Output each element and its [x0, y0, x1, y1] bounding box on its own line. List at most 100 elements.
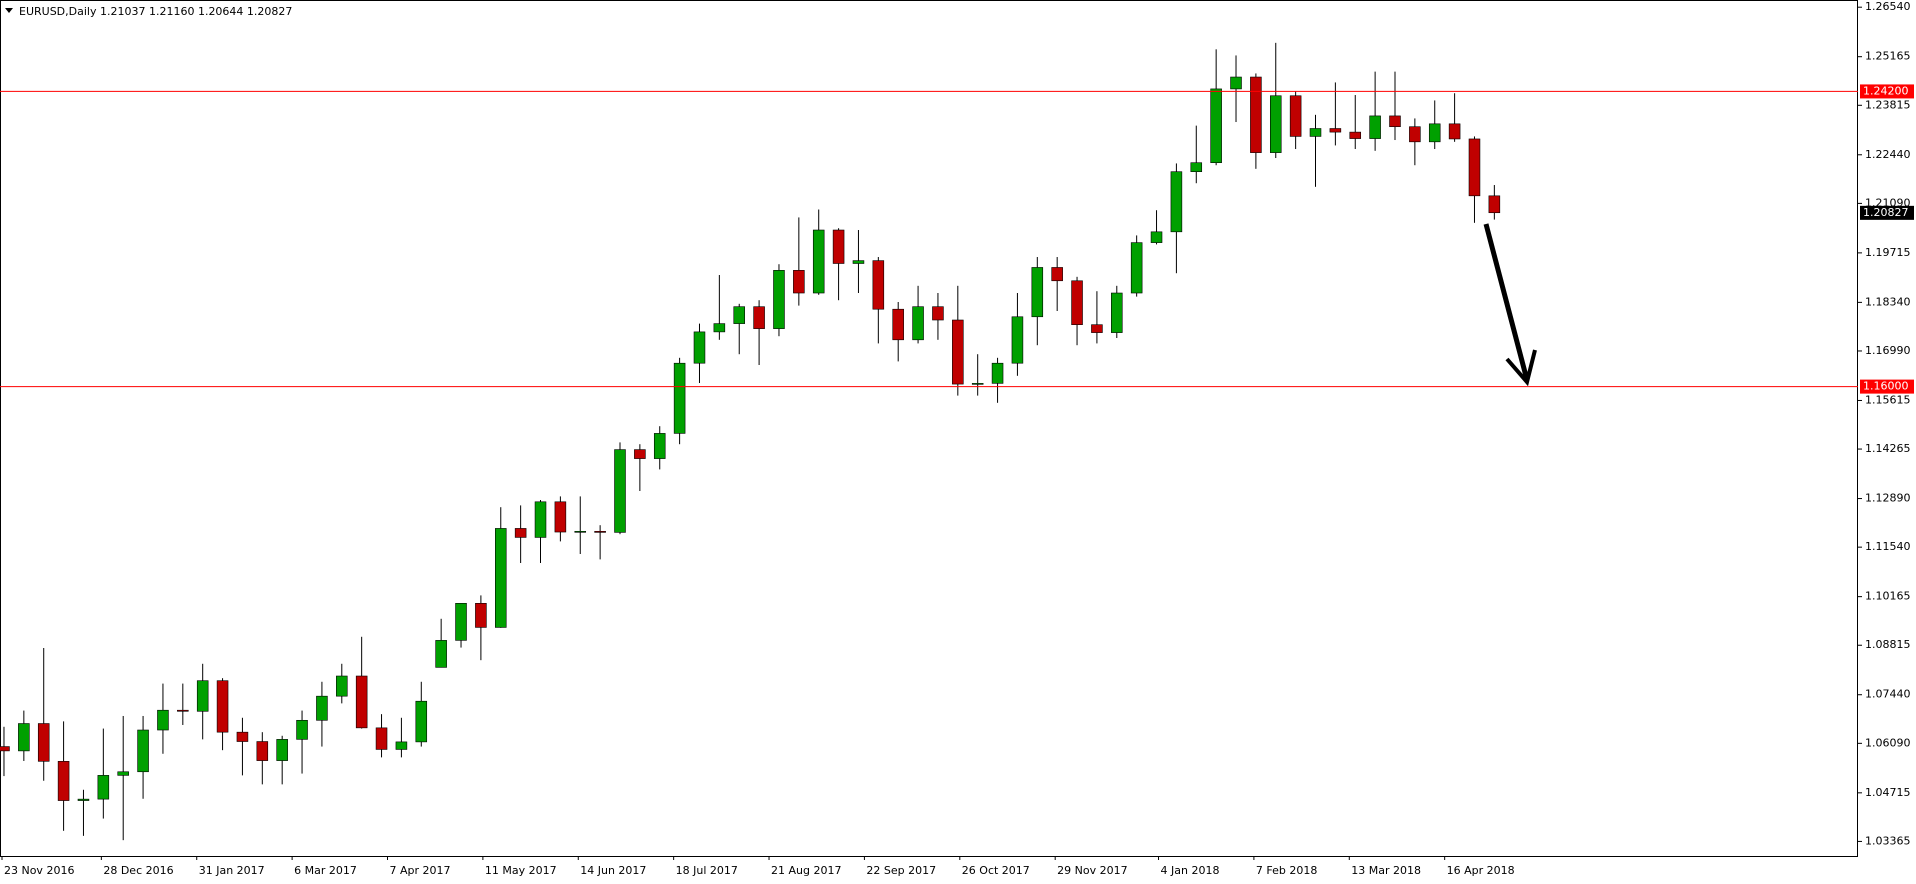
x-tick-label: 6 Mar 2017 [294, 864, 357, 877]
candle-body [1230, 76, 1242, 90]
candle-body [614, 449, 626, 533]
annotation-arrow [1483, 223, 1537, 387]
last-price-box [1860, 205, 1914, 220]
x-tick-label: 22 Sep 2017 [866, 864, 936, 877]
candle-body [415, 700, 428, 743]
y-tick-label: 1.18340 [1865, 295, 1911, 308]
candle-body [653, 433, 666, 459]
candle-body [435, 640, 447, 668]
y-tick-label: 1.22440 [1865, 148, 1911, 161]
candle-body [793, 270, 805, 294]
y-tick-label: 1.23815 [1865, 98, 1911, 111]
candle-body [1468, 138, 1481, 197]
last-price-label: 1.20827 [1863, 206, 1909, 219]
candle-body [77, 798, 90, 801]
candle-body [971, 383, 984, 385]
level-label: 1.16000 [1863, 380, 1909, 393]
candle-body [1190, 162, 1203, 173]
candle-body [18, 723, 30, 752]
candle-body [37, 723, 50, 762]
plot-frame [0, 0, 1858, 857]
candle-body [673, 362, 686, 434]
candle-body [753, 306, 765, 329]
candle-body [296, 719, 308, 740]
x-tick-label: 7 Apr 2017 [389, 864, 450, 877]
y-tick-label: 1.16990 [1865, 344, 1911, 357]
y-tick-label: 1.15615 [1865, 393, 1911, 406]
candle-body [1409, 126, 1421, 143]
arrow-head [1505, 349, 1537, 387]
arrow-shaft [1483, 223, 1530, 381]
candle-body [693, 331, 706, 364]
x-tick-label: 11 May 2017 [485, 864, 557, 877]
y-tick-label: 1.25165 [1865, 50, 1911, 63]
candle-body [117, 771, 129, 776]
candle-body [1091, 324, 1103, 333]
y-tick-label: 1.10165 [1865, 590, 1911, 603]
candle-body [1210, 88, 1222, 164]
candle-body [455, 603, 467, 641]
candle-body [932, 306, 944, 321]
candle-body [256, 741, 269, 761]
y-tick-label: 1.19715 [1865, 246, 1911, 259]
candle-body [1369, 115, 1381, 139]
candle-body [733, 306, 745, 324]
candle-body [892, 308, 904, 341]
candle-body [177, 709, 189, 712]
candle-body [1130, 242, 1143, 294]
candle-body [1488, 195, 1501, 214]
level-label-box [1860, 379, 1914, 394]
candle-body [336, 675, 348, 697]
candle-body [216, 680, 229, 733]
x-tick-label: 26 Oct 2017 [962, 864, 1030, 877]
candle-body [1150, 231, 1163, 243]
y-tick-label: 1.07440 [1865, 688, 1911, 701]
x-tick-label: 21 Aug 2017 [771, 864, 841, 877]
candle-body [1170, 171, 1183, 233]
x-tick-label: 23 Nov 2016 [4, 864, 74, 877]
candle-body [395, 741, 408, 750]
candle-body [276, 739, 288, 761]
candle-body [157, 709, 169, 731]
x-tick-label: 31 Jan 2017 [199, 864, 265, 877]
y-tick-label: 1.08815 [1865, 638, 1911, 651]
candle-body [574, 531, 587, 533]
candle-body [0, 746, 10, 752]
y-tick-label: 1.26540 [1865, 0, 1911, 13]
candle-body [852, 260, 865, 264]
level-label-box [1860, 84, 1914, 99]
candle-body [316, 695, 328, 721]
candle-body [475, 603, 487, 628]
candle-body [137, 729, 149, 773]
candle-body [991, 362, 1004, 384]
candle-body [812, 229, 825, 294]
menu-arrow[interactable] [5, 8, 13, 13]
y-tick-label: 1.12890 [1865, 492, 1911, 505]
y-tick-label: 1.04715 [1865, 786, 1911, 799]
y-tick-label: 1.06090 [1865, 736, 1911, 749]
x-tick-label: 4 Jan 2018 [1161, 864, 1220, 877]
x-tick-label: 14 Jun 2017 [580, 864, 646, 877]
candle-body [1269, 95, 1282, 153]
candle-body [1011, 316, 1024, 364]
candle-body [1428, 123, 1441, 143]
y-tick-label: 1.03365 [1865, 834, 1911, 847]
chart-title: EURUSD,Daily 1.21037 1.21160 1.20644 1.2… [19, 5, 292, 18]
candle-body [196, 680, 209, 712]
candle-body [97, 775, 110, 800]
x-tick-label: 16 Apr 2018 [1447, 864, 1515, 877]
candle-body [355, 675, 368, 729]
candle-body [912, 306, 924, 341]
candle-body [773, 270, 785, 329]
candle-body [236, 731, 249, 742]
candle-body [713, 323, 726, 333]
candle-body [1289, 95, 1302, 137]
candle-body [634, 449, 646, 459]
candle-body [1448, 123, 1461, 140]
candle-body [514, 528, 527, 538]
candle-body [554, 501, 567, 533]
y-tick-label: 1.14265 [1865, 442, 1911, 455]
candle-body [495, 528, 507, 628]
candle-body [594, 531, 606, 533]
